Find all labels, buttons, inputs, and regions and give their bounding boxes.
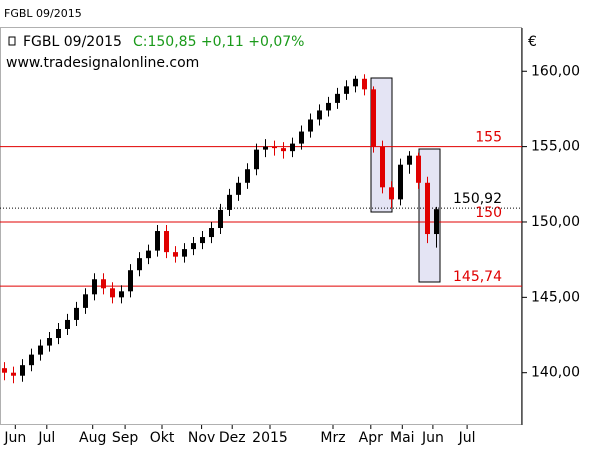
symbol: FGBL 09/2015 — [23, 34, 122, 50]
x-tick-label: Jul — [37, 430, 55, 446]
y-tick-label: 145,00 — [531, 289, 580, 305]
candle-body — [272, 146, 277, 149]
candle-body — [317, 110, 322, 120]
x-tick-label: Mrz — [320, 430, 345, 446]
candle-body — [155, 231, 160, 251]
x-tick-label: Jun — [421, 430, 444, 446]
candle-body — [434, 209, 439, 235]
candle-body — [245, 169, 250, 183]
candle-body — [209, 228, 214, 238]
candle-body — [299, 131, 304, 144]
currency: € — [528, 34, 537, 50]
level-label: 155 — [475, 130, 502, 146]
candle-body — [2, 368, 7, 373]
website: www.tradesignalonline.com — [6, 55, 199, 71]
candle-body — [263, 146, 268, 150]
candle-body — [407, 155, 412, 165]
x-tick-label: Dez — [219, 430, 246, 446]
symbol-icon — [8, 36, 16, 46]
x-tick-label: Aug — [79, 430, 106, 446]
x-tick-label: Jun — [3, 430, 26, 446]
candle-body — [65, 319, 70, 329]
candle-body — [290, 143, 295, 152]
x-tick-label: 2015 — [252, 430, 288, 446]
candle-body — [29, 354, 34, 366]
candle-body — [236, 182, 241, 195]
x-tick-label: Jul — [458, 430, 476, 446]
plot-frame — [0, 27, 522, 425]
candle-body — [344, 86, 349, 94]
candle-body — [137, 258, 142, 271]
candle-body — [47, 338, 52, 346]
level-label: 150 — [475, 205, 502, 221]
candle-body — [218, 209, 223, 229]
x-tick-label: Nov — [188, 430, 215, 446]
candle-body — [362, 78, 367, 90]
x-tick-label: Sep — [112, 430, 139, 446]
candle-body — [425, 182, 430, 235]
y-tick-label: 140,00 — [531, 365, 580, 381]
candle-body — [83, 294, 88, 308]
candle-body — [326, 102, 331, 111]
candle-body — [128, 270, 133, 292]
candle-body — [92, 279, 97, 295]
candle-body — [353, 78, 358, 87]
candle-body — [191, 243, 196, 250]
candle-body — [11, 372, 16, 376]
candle-body — [101, 279, 106, 289]
y-tick-label: 155,00 — [531, 139, 580, 155]
x-tick-label: Apr — [359, 430, 383, 446]
candle-body — [254, 149, 259, 170]
candle-body — [281, 148, 286, 152]
candle-body — [416, 155, 421, 183]
candle-body — [164, 231, 169, 253]
candle-body — [56, 328, 61, 339]
x-tick-label: Mai — [390, 430, 415, 446]
candle-body — [308, 119, 313, 132]
candle-body — [110, 288, 115, 298]
candle-body — [335, 93, 340, 103]
candle-body — [74, 307, 79, 320]
x-tick-label: Okt — [150, 430, 175, 446]
last-price-label: 150,92 — [453, 191, 502, 207]
candle-body — [200, 237, 205, 244]
candle-body — [371, 89, 376, 147]
window-title: FGBL 09/2015 — [4, 7, 82, 20]
candle-body — [380, 146, 385, 188]
candle-body — [173, 252, 178, 257]
candle-body — [227, 194, 232, 210]
candle-body — [20, 365, 25, 376]
level-label: 145,74 — [453, 269, 502, 285]
candle-body — [146, 250, 151, 259]
quote: C:150,85 +0,11 +0,07% — [133, 34, 305, 50]
candle-body — [38, 345, 43, 355]
y-tick-label: 150,00 — [531, 214, 580, 230]
candle-body — [119, 291, 124, 298]
candle-body — [389, 187, 394, 200]
candle-body — [182, 249, 187, 257]
candle-body — [398, 164, 403, 200]
y-tick-label: 160,00 — [531, 63, 580, 79]
